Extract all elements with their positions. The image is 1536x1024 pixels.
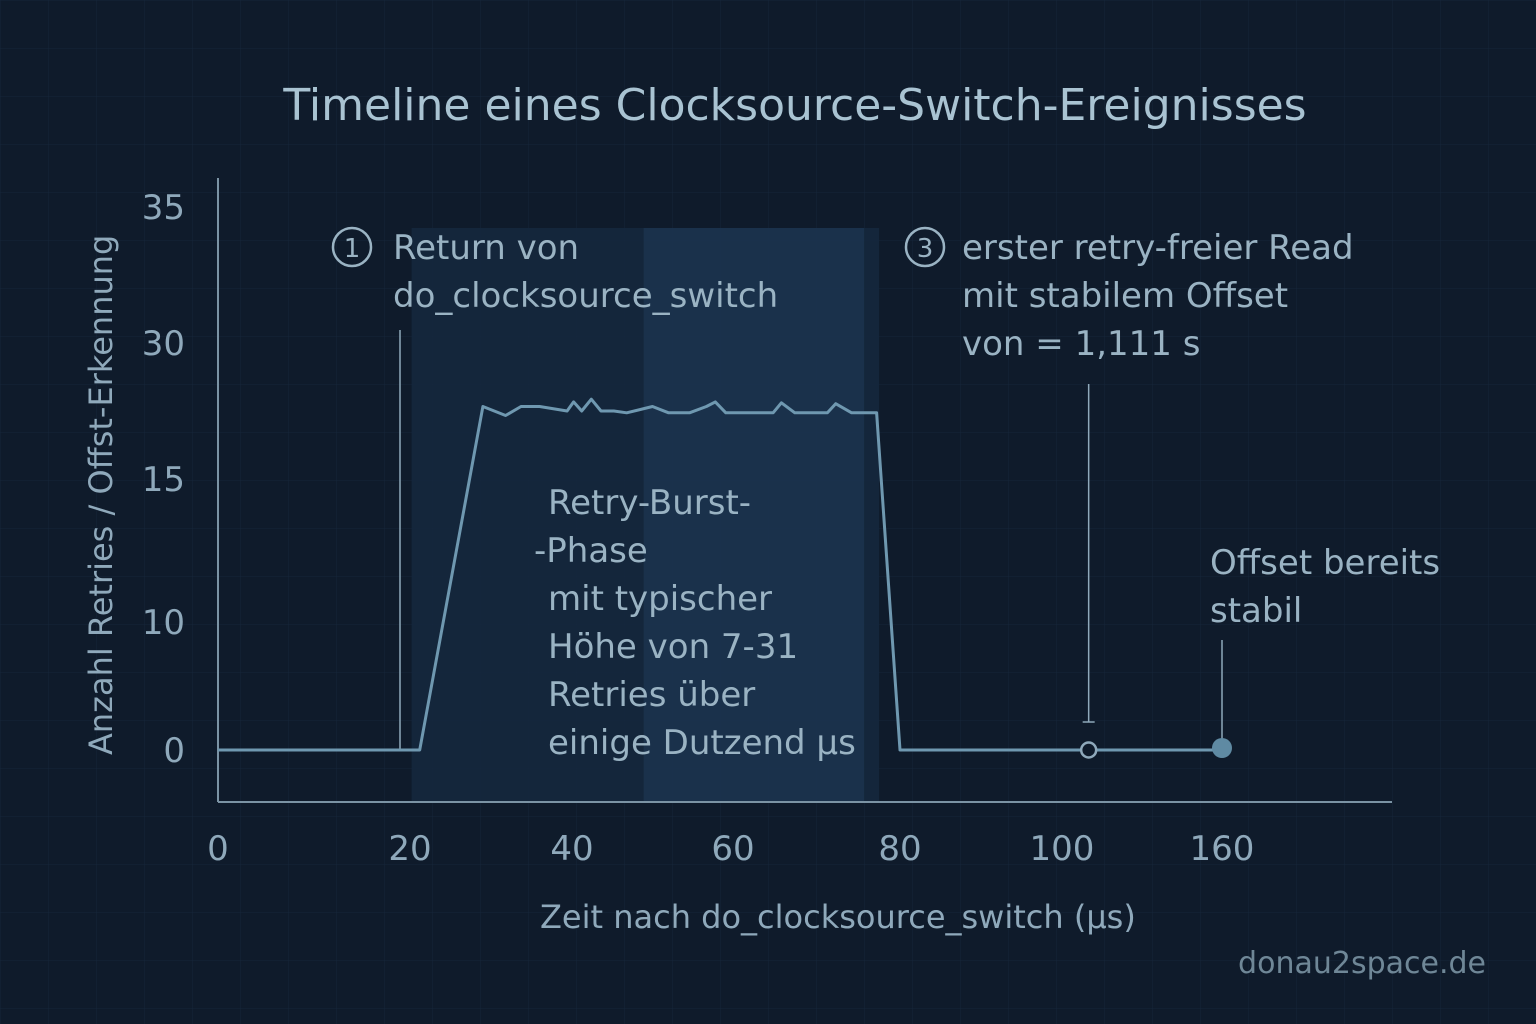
y-axis-label: Anzahl Retries / Offst-Erkennung: [82, 235, 120, 755]
marker3-circle: [904, 226, 946, 268]
stable-line1: Offset bereits: [1210, 543, 1440, 583]
burst-annotation-line: Retries über: [548, 675, 755, 715]
burst-region-highlight: [643, 228, 865, 802]
burst-annotation-line: Retry-Burst-: [548, 483, 751, 523]
marker3-number: 3: [917, 234, 934, 264]
x-tick-label: 0: [207, 829, 229, 869]
stable-point: [1212, 738, 1232, 758]
burst-annotation: Retry-Burst- -Phase mit typischer Höhe von …: [534, 483, 856, 763]
marker1-line2: do_clocksource_switch: [393, 276, 778, 316]
marker1-line1: Return von: [393, 228, 579, 268]
marker1-circle: [331, 226, 373, 268]
marker1-number: 1: [344, 234, 361, 264]
y-tick-label: 35: [142, 188, 185, 228]
marker3-line1: erster retry-freier Read: [962, 228, 1354, 268]
marker3-line2: mit stabilem Offset: [962, 276, 1288, 316]
burst-annotation-line: Höhe von 7-31: [548, 627, 798, 667]
y-tick-label: 15: [142, 460, 185, 500]
y-tick-label: 0: [163, 731, 185, 771]
x-tick-label: 160: [1190, 829, 1255, 869]
x-tick-label: 80: [878, 829, 921, 869]
marker3-point: [1079, 741, 1098, 759]
series-line: [218, 397, 1222, 752]
burst-annotation-line: einige Dutzend µs: [548, 723, 856, 763]
watermark: donau2space.de: [1238, 946, 1486, 981]
x-axis-label: Zeit nach do_clocksource_switch (µs): [540, 898, 1136, 936]
x-tick-label: 60: [711, 829, 754, 869]
burst-annotation-line: mit typischer: [548, 579, 772, 619]
marker3-line3: von = 1,111 s: [962, 324, 1200, 364]
x-tick-label: 20: [388, 829, 431, 869]
y-tick-label: 10: [142, 603, 185, 643]
x-tick-label: 100: [1030, 829, 1095, 869]
y-tick-label: 30: [142, 324, 185, 364]
x-tick-label: 40: [550, 829, 593, 869]
burst-annotation-line: -Phase: [534, 531, 648, 571]
chart-title: Timeline eines Clocksource-Switch-Ereign…: [282, 80, 1306, 131]
stable-line2: stabil: [1210, 591, 1302, 631]
